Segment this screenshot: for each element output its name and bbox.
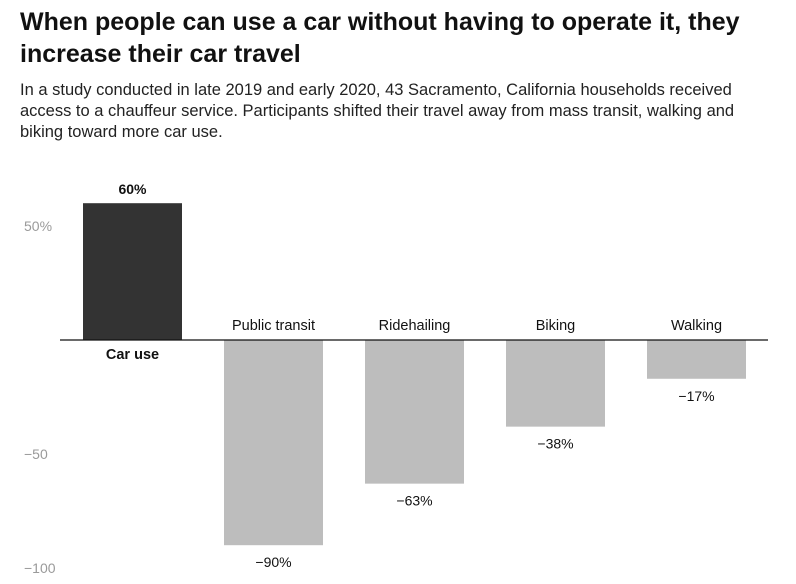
value-label: −17% bbox=[678, 388, 714, 404]
bar-biking bbox=[506, 340, 605, 427]
chart-title: When people can use a car without having… bbox=[20, 8, 740, 68]
chart-subtitle: In a study conducted in late 2019 and ea… bbox=[20, 81, 735, 141]
value-label: 60% bbox=[118, 181, 147, 197]
value-label: −90% bbox=[255, 554, 291, 570]
category-label: Ridehailing bbox=[379, 318, 451, 334]
category-label: Walking bbox=[671, 318, 722, 334]
y-tick-label: −50 bbox=[24, 446, 48, 462]
value-label: −63% bbox=[396, 493, 432, 509]
value-label: −38% bbox=[537, 436, 573, 452]
bar-public-transit bbox=[224, 340, 323, 546]
bar-walking bbox=[647, 340, 746, 379]
bar-car-use bbox=[83, 203, 182, 340]
bar-ridehailing bbox=[365, 340, 464, 484]
category-label: Car use bbox=[106, 347, 159, 363]
y-tick-label: 50% bbox=[24, 218, 52, 234]
category-label: Public transit bbox=[232, 318, 315, 334]
y-tick-label: −100 bbox=[24, 560, 56, 576]
category-label: Biking bbox=[536, 318, 576, 334]
